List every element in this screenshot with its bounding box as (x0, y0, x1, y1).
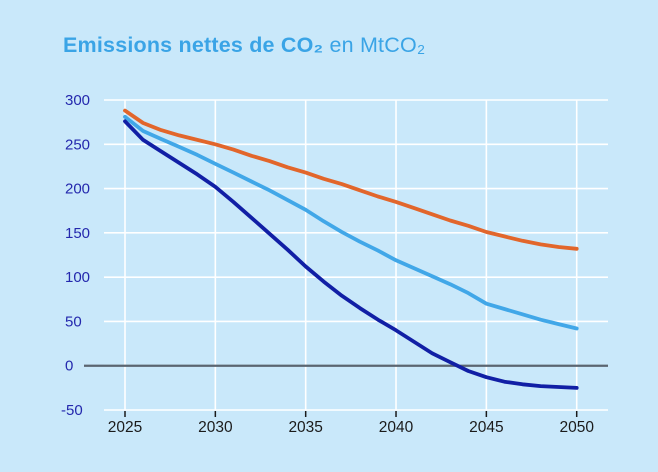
y-tick-label: 150 (65, 225, 90, 242)
chart-title: Emissions nettes de CO₂ en MtCO₂ (63, 33, 425, 58)
chart-title-unit: en MtCO₂ (323, 33, 426, 57)
chart-title-main: Emissions nettes de CO₂ (63, 33, 324, 57)
x-tick-label: 2035 (288, 419, 322, 436)
y-tick-label: 100 (65, 269, 90, 286)
y-tick-label: 0 (65, 358, 73, 375)
x-tick-label: 2040 (379, 419, 414, 436)
series-ligne-bleu-clair (123, 114, 579, 331)
series-ligne-bleu-fonce (123, 119, 579, 390)
x-tick-label: 2025 (108, 419, 142, 436)
y-tick-label: 50 (65, 313, 82, 330)
x-tick-label: 2030 (198, 419, 233, 436)
y-tick-label: 300 (65, 92, 90, 109)
y-tick-label: 250 (65, 136, 90, 153)
x-tick-label: 2045 (469, 419, 503, 436)
y-tick-label: -50 (61, 402, 83, 419)
y-tick-label: 200 (65, 181, 90, 198)
x-tick-label: 2050 (559, 419, 594, 436)
series-ligne-orange (123, 108, 579, 251)
